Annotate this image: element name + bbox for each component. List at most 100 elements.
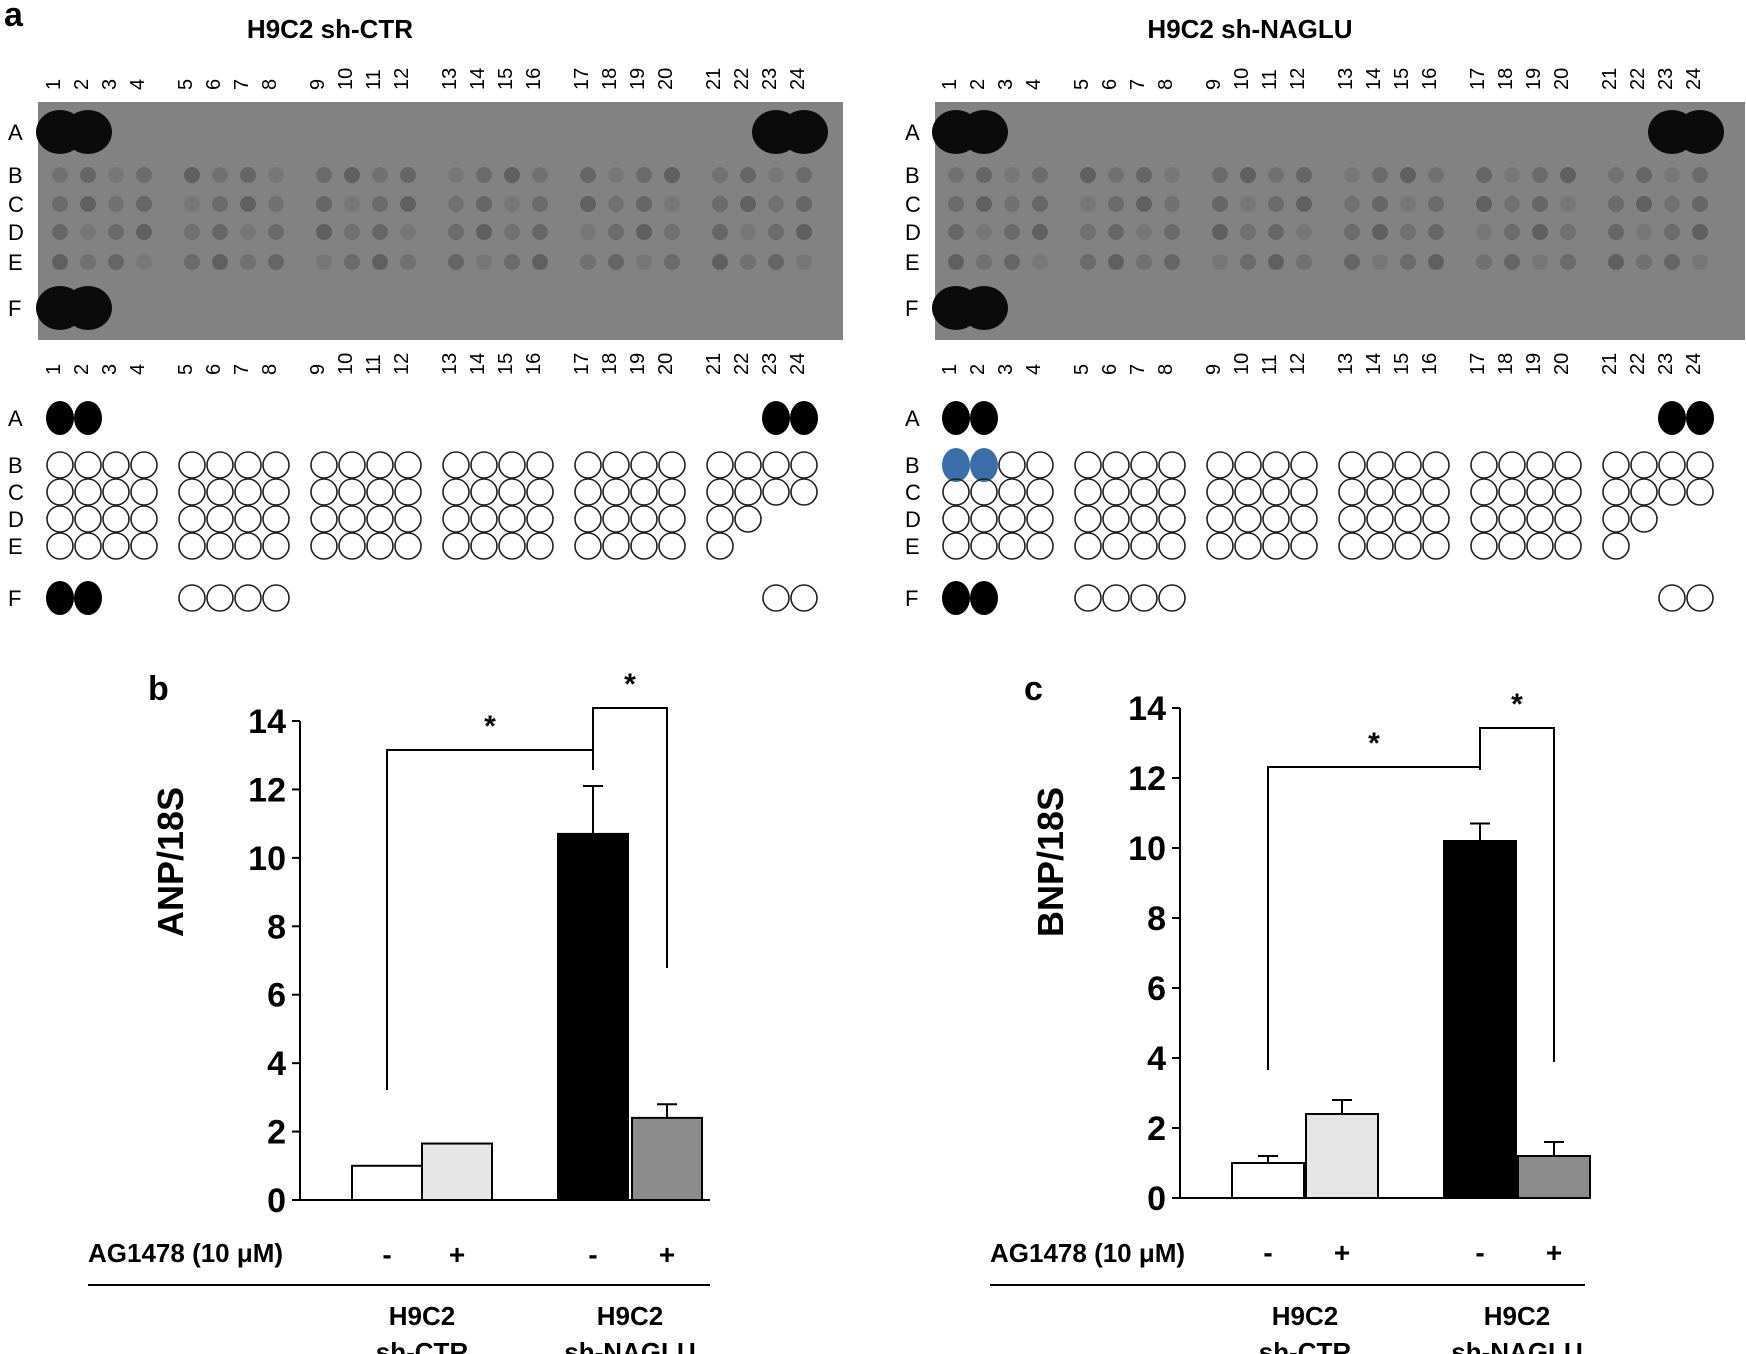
left-map-spot	[130, 532, 158, 560]
left-blot-spot	[608, 196, 624, 212]
left-column-label-bottom-9: 9	[307, 364, 329, 375]
right-blot-spot	[1532, 224, 1548, 240]
right-map-spot	[970, 478, 998, 506]
right-column-label-bottom-4: 4	[1023, 364, 1045, 375]
chart-c-bar-2	[1443, 840, 1517, 1199]
left-map-spot	[178, 532, 206, 560]
right-blot-row-label-E: E	[905, 250, 920, 275]
left-column-label-top-7: 7	[231, 79, 253, 90]
left-map-spot	[602, 478, 630, 506]
left-map-spot	[526, 451, 554, 479]
right-map-spot	[1262, 505, 1290, 533]
right-blot-spot	[1080, 196, 1096, 212]
left-blot-spot	[240, 167, 256, 183]
left-map-spot	[790, 478, 818, 506]
left-map-spot	[574, 478, 602, 506]
left-map-spot	[526, 505, 554, 533]
right-blot-spot	[1032, 167, 1048, 183]
panel-c-label: c	[1024, 670, 1043, 708]
right-column-label-bottom-14: 14	[1363, 353, 1385, 375]
right-blot-spot	[1032, 254, 1048, 270]
right-map-spot	[1102, 505, 1130, 533]
right-blot-spot	[1296, 224, 1312, 240]
left-blot-spot	[636, 224, 652, 240]
left-map-spot	[310, 505, 338, 533]
right-blot-spot	[1532, 254, 1548, 270]
left-column-label-top-12: 12	[391, 68, 413, 90]
right-blot-spot	[1428, 224, 1444, 240]
right-blot-spot	[1164, 196, 1180, 212]
left-map-row-label-B: B	[8, 453, 23, 478]
chart-c-treatment-sign-2: -	[1475, 1237, 1484, 1268]
right-column-label-top-20: 20	[1551, 68, 1573, 90]
left-map-spot	[630, 451, 658, 479]
left-blot-spot	[532, 167, 548, 183]
left-column-label-bottom-1: 1	[43, 364, 65, 375]
chart-c-ytick-label: 2	[1147, 1110, 1166, 1148]
left-column-label-bottom-8: 8	[259, 364, 281, 375]
left-map-spot	[470, 451, 498, 479]
left-blot-spot	[768, 167, 784, 183]
left-map-spot	[366, 478, 394, 506]
left-blot-spot	[108, 167, 124, 183]
left-blot-spot	[712, 196, 728, 212]
right-map-reference-spot	[942, 401, 970, 435]
right-map-row-label-D: D	[905, 507, 921, 532]
right-blot-spot	[948, 196, 964, 212]
left-blot-spot	[400, 167, 416, 183]
right-map-spot	[1630, 478, 1658, 506]
right-column-label-bottom-6: 6	[1099, 364, 1121, 375]
chart-b-significance-star-0: *	[484, 710, 496, 743]
left-map-spot	[658, 505, 686, 533]
right-column-label-top-2: 2	[967, 79, 989, 90]
left-blot-spot	[712, 224, 728, 240]
left-reference-spot	[64, 286, 112, 330]
right-map-spot	[1102, 478, 1130, 506]
chart-b-ytick-label: 12	[248, 771, 286, 809]
left-map-spot	[262, 451, 290, 479]
left-blot-spot	[372, 196, 388, 212]
right-column-label-bottom-13: 13	[1335, 353, 1357, 375]
left-blot-spot	[184, 254, 200, 270]
right-map-spot	[1554, 505, 1582, 533]
right-map-spot	[1074, 451, 1102, 479]
right-map-spot	[1498, 505, 1526, 533]
left-map-spot	[658, 451, 686, 479]
right-map-spot	[1602, 532, 1630, 560]
right-column-label-top-16: 16	[1419, 68, 1441, 90]
right-column-label-top-8: 8	[1155, 79, 1177, 90]
right-map-spot	[1074, 478, 1102, 506]
right-blot-spot	[1136, 254, 1152, 270]
left-map-spot	[102, 532, 130, 560]
left-blot-spot	[344, 196, 360, 212]
right-column-label-top-3: 3	[995, 79, 1017, 90]
right-blot-spot	[1212, 254, 1228, 270]
right-blot-spot	[1136, 167, 1152, 183]
right-blot-spot	[1004, 167, 1020, 183]
left-blot-row-label-D: D	[8, 220, 24, 245]
left-map-spot	[602, 451, 630, 479]
left-map-spot	[74, 451, 102, 479]
right-blot-spot	[976, 167, 992, 183]
right-map-spot	[1602, 478, 1630, 506]
chart-c-ytick-label: 0	[1147, 1180, 1166, 1218]
right-blot-spot	[1504, 224, 1520, 240]
right-map-spot	[1338, 505, 1366, 533]
left-blot-spot	[636, 254, 652, 270]
right-map-spot	[1526, 451, 1554, 479]
right-blot-spot	[948, 254, 964, 270]
left-blot-spot	[768, 196, 784, 212]
chart-c-ytick-label: 8	[1147, 900, 1166, 938]
right-map-spot	[1234, 532, 1262, 560]
left-blot-spot	[240, 196, 256, 212]
left-blot-spot	[80, 224, 96, 240]
left-map-spot	[658, 532, 686, 560]
left-column-label-bottom-17: 17	[571, 353, 593, 375]
left-blot-spot	[504, 167, 520, 183]
chart-c-significance-bracket-1	[1479, 727, 1555, 1062]
left-blot-spot	[372, 254, 388, 270]
right-blot-spot	[1664, 196, 1680, 212]
left-blot-spot	[504, 254, 520, 270]
left-column-label-top-6: 6	[203, 79, 225, 90]
